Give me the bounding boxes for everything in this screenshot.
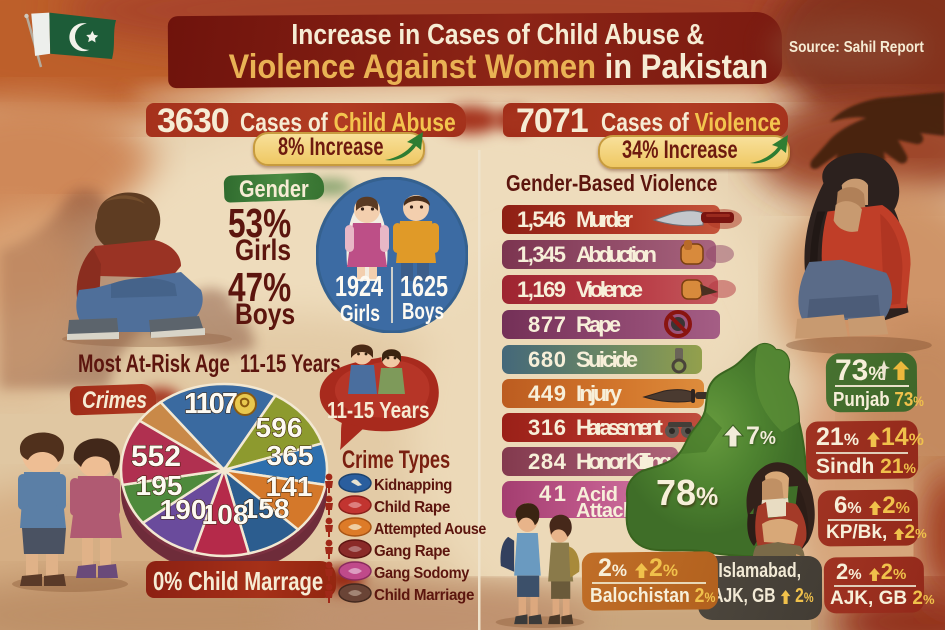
svg-text:1107: 1107: [184, 388, 238, 420]
svg-text:Girls: Girls: [340, 300, 380, 326]
svg-text:Violence: Violence: [576, 277, 643, 302]
svg-text:449: 449: [528, 381, 566, 406]
svg-text:877: 877: [528, 312, 566, 337]
svg-text:Attack: Attack: [576, 500, 635, 520]
svg-text:Boys: Boys: [402, 298, 444, 324]
svg-text:Suicide: Suicide: [576, 347, 638, 372]
svg-text:190: 190: [160, 494, 207, 525]
svg-text:Harassment: Harassment: [576, 415, 664, 440]
svg-text:680: 680: [528, 347, 566, 372]
svg-text:Gang Sodomy: Gang Sodomy: [374, 565, 470, 582]
svg-text:Child Rape: Child Rape: [374, 499, 451, 516]
svg-text:284: 284: [528, 449, 567, 474]
svg-text:Rape: Rape: [576, 312, 621, 337]
svg-text:108: 108: [202, 499, 249, 530]
svg-text:1924: 1924: [335, 271, 383, 303]
svg-text:316: 316: [528, 415, 566, 440]
svg-text:Kidnapping: Kidnapping: [374, 477, 452, 494]
svg-text:1625: 1625: [400, 271, 448, 303]
svg-text:Attempted Aouse: Attempted Aouse: [374, 521, 487, 538]
svg-text:Child Marriage: Child Marriage: [374, 587, 475, 604]
svg-text:596: 596: [256, 412, 303, 443]
svg-text:Acid: Acid: [576, 484, 618, 506]
svg-text:158: 158: [243, 493, 290, 524]
svg-text:1,169: 1,169: [517, 277, 566, 302]
svg-text:Injury: Injury: [576, 381, 623, 406]
svg-text:Murder: Murder: [576, 207, 633, 232]
svg-text:1,345: 1,345: [517, 242, 566, 267]
svg-text:552: 552: [131, 440, 181, 473]
svg-text:Abduction: Abduction: [576, 242, 657, 267]
svg-text:Gang Rape: Gang Rape: [374, 543, 451, 560]
svg-text:195: 195: [136, 470, 183, 501]
svg-text:365: 365: [267, 440, 314, 471]
svg-text:1,546: 1,546: [517, 207, 566, 232]
svg-text:141: 141: [266, 471, 313, 502]
